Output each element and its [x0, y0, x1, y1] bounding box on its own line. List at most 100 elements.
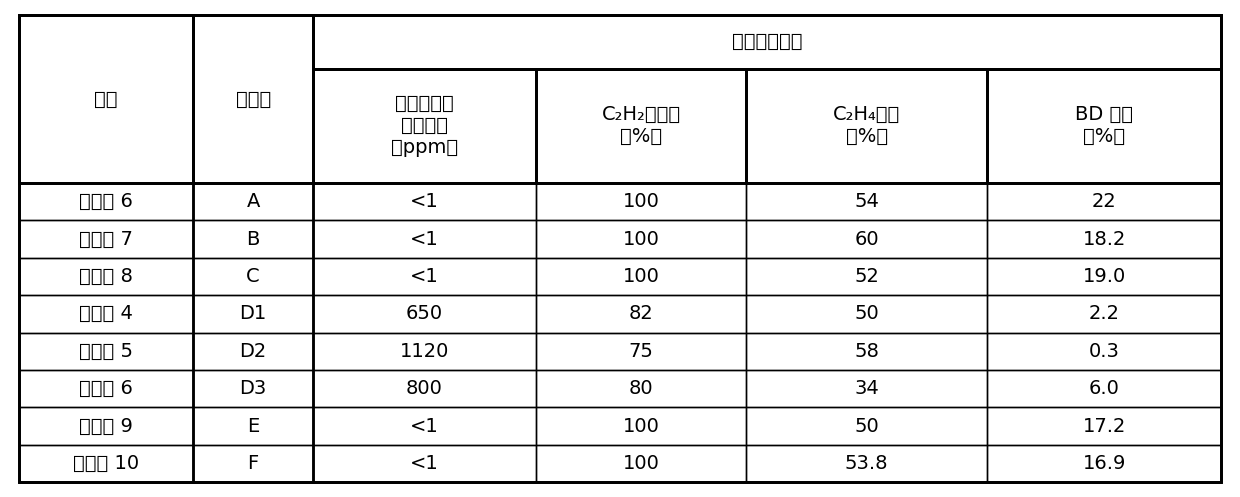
Bar [314, 332, 536, 370]
Text: E: E [247, 416, 259, 435]
Text: A: A [247, 192, 260, 211]
Bar [746, 445, 987, 482]
Text: 18.2: 18.2 [1083, 230, 1126, 248]
Text: 实施例 7: 实施例 7 [79, 230, 133, 248]
Text: 对比例 5: 对比例 5 [79, 342, 133, 361]
Bar [536, 295, 746, 332]
Bar [193, 295, 314, 332]
Text: 6.0: 6.0 [1089, 379, 1120, 398]
Text: 100: 100 [622, 416, 660, 435]
Text: 反应评价结果: 反应评价结果 [732, 32, 802, 51]
Text: 2.2: 2.2 [1089, 304, 1120, 324]
Bar [746, 370, 987, 408]
Bar [314, 295, 536, 332]
Text: 1120: 1120 [399, 342, 449, 361]
Text: F: F [248, 454, 259, 473]
Bar [193, 408, 314, 445]
Bar [193, 332, 314, 370]
Bar [193, 258, 314, 295]
Text: 19.0: 19.0 [1083, 267, 1126, 286]
Bar [193, 221, 314, 258]
Bar [987, 408, 1221, 445]
Text: 54: 54 [854, 192, 879, 211]
Text: C: C [247, 267, 260, 286]
Text: 0.3: 0.3 [1089, 342, 1120, 361]
Bar [746, 332, 987, 370]
Text: D2: D2 [239, 342, 267, 361]
Bar [536, 370, 746, 408]
Bar [19, 221, 193, 258]
Bar [314, 258, 536, 295]
Text: 100: 100 [622, 192, 660, 211]
Text: 100: 100 [622, 230, 660, 248]
Bar [987, 221, 1221, 258]
Bar [536, 408, 746, 445]
Bar [987, 370, 1221, 408]
Text: 实施例 10: 实施例 10 [73, 454, 139, 473]
Text: 52: 52 [854, 267, 879, 286]
Bar [19, 332, 193, 370]
Bar [19, 183, 193, 221]
Text: 实施例 9: 实施例 9 [79, 416, 133, 435]
Bar [987, 445, 1221, 482]
Text: 实施例 8: 实施例 8 [79, 267, 133, 286]
Text: <1: <1 [410, 416, 439, 435]
Bar [19, 295, 193, 332]
Text: 22: 22 [1091, 192, 1116, 211]
Bar [987, 183, 1221, 221]
Text: 16.9: 16.9 [1083, 454, 1126, 473]
Bar [746, 295, 987, 332]
Text: 80: 80 [629, 379, 653, 398]
Text: 实施例 6: 实施例 6 [79, 192, 133, 211]
Bar [536, 183, 746, 221]
Text: C₂H₄收率
（%）: C₂H₄收率 （%） [833, 105, 900, 146]
Bar [193, 183, 314, 221]
Text: 催化剂: 催化剂 [236, 89, 270, 108]
Bar [19, 408, 193, 445]
Bar [314, 408, 536, 445]
Bar [314, 183, 536, 221]
Text: 100: 100 [622, 267, 660, 286]
Text: 50: 50 [854, 304, 879, 324]
Bar [314, 445, 536, 482]
Text: 650: 650 [405, 304, 443, 324]
Bar [987, 295, 1221, 332]
Text: 编号: 编号 [94, 89, 118, 108]
Bar [746, 258, 987, 295]
Bar [193, 15, 314, 183]
Text: <1: <1 [410, 454, 439, 473]
Text: 60: 60 [854, 230, 879, 248]
Bar [314, 370, 536, 408]
Text: 100: 100 [622, 454, 660, 473]
Bar [193, 445, 314, 482]
Bar [536, 221, 746, 258]
Bar [19, 445, 193, 482]
Text: 75: 75 [629, 342, 653, 361]
Text: D3: D3 [239, 379, 267, 398]
Text: 反应器出口
乙炔含量
（ppm）: 反应器出口 乙炔含量 （ppm） [391, 94, 458, 158]
Bar [987, 258, 1221, 295]
Bar [19, 370, 193, 408]
Text: BD 收率
（%）: BD 收率 （%） [1075, 105, 1133, 146]
Text: 34: 34 [854, 379, 879, 398]
Text: D1: D1 [239, 304, 267, 324]
Text: 17.2: 17.2 [1083, 416, 1126, 435]
Bar [746, 221, 987, 258]
Bar [536, 332, 746, 370]
Text: 对比例 4: 对比例 4 [79, 304, 133, 324]
Bar [987, 332, 1221, 370]
Text: 82: 82 [629, 304, 653, 324]
Bar [746, 183, 987, 221]
Bar [746, 408, 987, 445]
Bar [314, 221, 536, 258]
Bar [536, 445, 746, 482]
Text: 50: 50 [854, 416, 879, 435]
Text: <1: <1 [410, 192, 439, 211]
Bar [193, 370, 314, 408]
Bar [536, 258, 746, 295]
Text: 53.8: 53.8 [844, 454, 888, 473]
Text: <1: <1 [410, 230, 439, 248]
Text: B: B [247, 230, 260, 248]
Text: 58: 58 [854, 342, 879, 361]
Text: 800: 800 [407, 379, 443, 398]
